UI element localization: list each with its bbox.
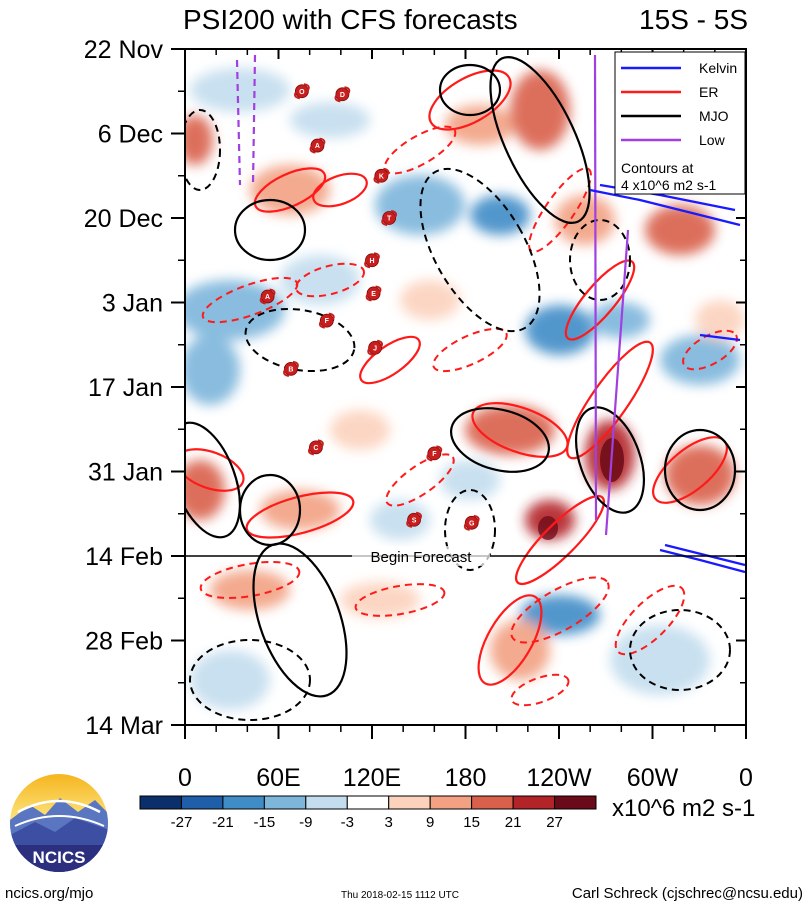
storm-letter: A bbox=[265, 294, 270, 301]
y-tick-label: 14 Mar bbox=[85, 712, 163, 740]
legend-box bbox=[614, 51, 746, 195]
storm-marker: A bbox=[259, 288, 276, 305]
footer-right: Carl Schreck (cjschrec@ncsu.edu) bbox=[572, 885, 803, 902]
storm-letter: E bbox=[371, 291, 376, 298]
y-tick-label: 3 Jan bbox=[102, 290, 163, 318]
storm-letter: F bbox=[432, 451, 437, 458]
colorbar-label: -21 bbox=[212, 814, 234, 831]
storm-letter: K bbox=[379, 173, 384, 180]
chart-title: PSI200 with CFS forecasts bbox=[183, 4, 518, 35]
begin-forecast-label: Begin Forecast bbox=[371, 549, 473, 566]
storm-letter: H bbox=[369, 258, 374, 265]
storm-marker: G bbox=[463, 514, 480, 531]
y-tick-label: 22 Nov bbox=[84, 36, 164, 64]
legend-label-low: Low bbox=[699, 132, 726, 148]
x-tick-label: 0 bbox=[178, 764, 192, 792]
storm-marker: F bbox=[426, 445, 443, 462]
colorbar-label: 15 bbox=[463, 814, 480, 831]
x-axis: 0 60E 120E 180 120W 60W 0 bbox=[178, 49, 753, 792]
colorbar-label: -9 bbox=[299, 814, 312, 831]
storm-letter: D bbox=[340, 92, 345, 99]
ncics-logo: NCICS bbox=[10, 774, 108, 872]
legend-label-mjo: MJO bbox=[699, 108, 729, 124]
storm-marker: C bbox=[308, 439, 324, 456]
shaded-field bbox=[185, 68, 745, 710]
x-tick-label: 180 bbox=[445, 764, 487, 792]
contour-overlays bbox=[185, 54, 746, 721]
storm-letter: C bbox=[313, 445, 318, 452]
colorbar-swatch bbox=[222, 795, 265, 810]
colorbar-label: -15 bbox=[254, 814, 276, 831]
colorbar-swatch bbox=[512, 795, 556, 810]
y-tick-label: 31 Jan bbox=[88, 459, 163, 487]
footer-center: Thu 2018-02-15 1112 UTC bbox=[341, 890, 459, 901]
y-tick-label: 20 Dec bbox=[84, 205, 163, 233]
colorbar-swatch bbox=[139, 795, 182, 810]
legend-label-er: ER bbox=[699, 84, 718, 100]
storm-letter: T bbox=[387, 216, 392, 223]
y-tick-label: 14 Feb bbox=[85, 543, 163, 571]
y-tick-label: 17 Jan bbox=[88, 374, 163, 402]
colorbar: -27 -21 -15 -9 -3 3 9 15 21 27 bbox=[139, 795, 597, 831]
colorbar-label: 3 bbox=[385, 814, 393, 831]
colorbar-label: -3 bbox=[341, 814, 354, 831]
colorbar-swatch bbox=[305, 795, 348, 810]
x-tick-label: 120W bbox=[526, 764, 592, 792]
storm-letter: G bbox=[469, 520, 475, 527]
y-axis: 22 Nov 6 Dec 20 Dec 3 Jan 17 Jan 31 Jan 14 Feb… bbox=[84, 36, 746, 740]
storm-marker: A bbox=[309, 137, 326, 154]
storm-marker: F bbox=[318, 312, 335, 329]
colorbar-swatch bbox=[471, 795, 514, 810]
legend-label-kelvin: Kelvin bbox=[699, 60, 737, 76]
begin-forecast-label-bg bbox=[352, 546, 490, 566]
colorbar-swatch bbox=[388, 795, 431, 810]
storm-letter: A bbox=[315, 143, 320, 150]
colorbar-label: 21 bbox=[505, 814, 522, 831]
x-tick-label: 60W bbox=[627, 764, 679, 792]
storm-letter: B bbox=[288, 366, 293, 373]
y-tick-label: 6 Dec bbox=[98, 121, 163, 149]
legend: Kelvin ER MJO Low Contours at 4 x10^6 m2 s-… bbox=[614, 51, 746, 195]
x-tick-label: 0 bbox=[739, 764, 753, 792]
legend-note-line1: Contours at bbox=[621, 160, 693, 176]
legend-note-line2: 4 x10^6 m2 s-1 bbox=[621, 177, 716, 193]
x-tick-label: 60E bbox=[256, 764, 300, 792]
x-tick-label: 120E bbox=[343, 764, 401, 792]
storm-marker: D bbox=[334, 86, 351, 103]
storm-marker: S bbox=[406, 511, 422, 528]
storm-marker: O bbox=[294, 83, 310, 100]
region-label: 15S - 5S bbox=[639, 4, 748, 35]
colorbar-swatch bbox=[554, 795, 597, 810]
colorbar-label: 9 bbox=[426, 814, 434, 831]
storm-marker: J bbox=[367, 339, 383, 356]
colorbar-label: -27 bbox=[171, 814, 193, 831]
storm-letter: O bbox=[299, 89, 305, 96]
storm-marker: K bbox=[373, 167, 390, 184]
colorbar-label: 27 bbox=[546, 814, 563, 831]
storm-marker: T bbox=[381, 210, 398, 226]
colorbar-swatch bbox=[180, 795, 224, 810]
colorbar-swatch bbox=[429, 795, 473, 810]
storm-markers: O D A K T H E A F J B C F S G bbox=[259, 83, 480, 531]
storm-letter: S bbox=[412, 517, 417, 524]
storm-marker: H bbox=[364, 252, 380, 269]
colorbar-units: x10^6 m2 s-1 bbox=[612, 795, 755, 822]
y-tick-label: 28 Feb bbox=[85, 628, 163, 656]
colorbar-swatch bbox=[263, 795, 307, 810]
storm-letter: J bbox=[373, 345, 377, 352]
storm-marker: B bbox=[283, 360, 299, 377]
storm-marker: E bbox=[365, 285, 382, 302]
storm-letter: F bbox=[325, 318, 330, 325]
logo-text: NCICS bbox=[33, 848, 86, 867]
footer-left: ncics.org/mjo bbox=[5, 885, 93, 902]
colorbar-swatch bbox=[346, 795, 390, 810]
